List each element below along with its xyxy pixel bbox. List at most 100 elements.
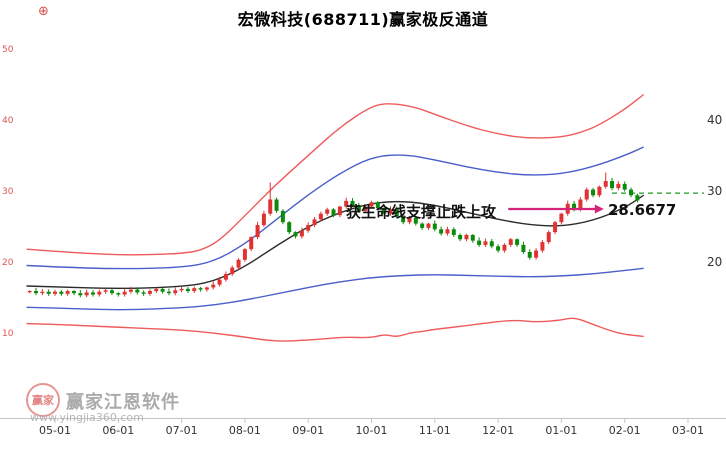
candle: [470, 234, 475, 241]
candle: [268, 199, 273, 214]
candle: [59, 291, 64, 294]
candle: [439, 229, 444, 234]
candle: [337, 206, 342, 216]
x-tick-label: 12-01: [482, 424, 514, 437]
support-annotation: 获生命线支撑止跌上攻: [346, 203, 497, 221]
candle: [230, 267, 235, 274]
candle: [192, 288, 197, 292]
watermark-logo-icon: 赢家: [26, 383, 60, 417]
candle: [597, 186, 602, 196]
candle: [629, 189, 634, 196]
candle: [71, 291, 76, 294]
candle: [553, 222, 558, 233]
candle: [255, 225, 260, 238]
candle: [204, 287, 209, 290]
lower-inner-blue-line: [26, 267, 644, 311]
candle: [223, 273, 228, 280]
candle: [154, 288, 159, 292]
candle: [344, 200, 349, 207]
y-tick-label-right: 40: [707, 113, 722, 127]
candle: [445, 229, 450, 234]
candle: [483, 241, 488, 245]
y-tick-label-left: 10: [2, 329, 14, 339]
x-tick-label: 05-01: [39, 424, 71, 437]
x-tick-label: 08-01: [229, 424, 261, 437]
candle: [420, 223, 425, 228]
candle: [211, 284, 216, 288]
candle: [122, 291, 127, 295]
candle: [78, 293, 83, 296]
x-tick-label: 06-01: [102, 424, 134, 437]
candle: [616, 183, 621, 189]
candle: [515, 239, 520, 245]
watermark-brand: 赢家江恩软件: [66, 392, 180, 413]
candle: [451, 229, 456, 235]
candle: [179, 288, 184, 291]
candle: [413, 217, 418, 224]
candle: [293, 232, 298, 237]
lower-outer-red-line: [26, 317, 644, 342]
candle: [496, 246, 501, 251]
y-tick-label-right: 20: [707, 255, 722, 269]
candle: [312, 219, 317, 226]
y-tick-label-left: 20: [2, 258, 14, 268]
candle: [502, 244, 507, 251]
candle: [27, 291, 32, 293]
y-tick-label-left: 30: [2, 187, 14, 197]
candle: [185, 288, 190, 292]
candle: [369, 202, 374, 207]
candle: [331, 209, 336, 216]
candle: [578, 199, 583, 210]
x-tick-label: 11-01: [419, 424, 451, 437]
chart-title: 宏微科技(688711)赢家极反通道: [237, 10, 489, 29]
annotation-arrow: [508, 204, 604, 214]
candle: [147, 291, 152, 294]
candle: [40, 291, 45, 294]
candle: [274, 199, 279, 211]
candle: [375, 202, 380, 209]
candle: [236, 259, 241, 268]
candle: [166, 291, 171, 294]
candle: [584, 189, 589, 200]
candle: [135, 289, 140, 293]
candle: [325, 209, 330, 214]
candle: [109, 290, 114, 294]
candle: [388, 209, 393, 214]
candle: [363, 206, 368, 211]
x-tick-label: 03-01: [672, 424, 704, 437]
candle: [217, 279, 222, 285]
candle: [299, 230, 304, 237]
candle: [489, 241, 494, 247]
candle: [394, 209, 399, 217]
candle: [46, 291, 51, 294]
candle: [350, 200, 355, 206]
candle: [53, 291, 57, 294]
candle: [141, 292, 146, 294]
candle: [173, 290, 178, 294]
y-axis: 40 30 20 50 40 30 20 10: [2, 45, 722, 339]
candle: [407, 217, 412, 223]
corner-marker-icon: ⊕: [38, 4, 49, 19]
candle: [546, 232, 551, 243]
candle: [540, 242, 545, 251]
candle: [249, 237, 254, 250]
y-tick-label-left: 40: [2, 116, 14, 126]
candle: [635, 195, 640, 201]
candle: [572, 203, 577, 210]
x-axis: 05-01 06-01 07-01 08-01 09-01 10-01 11-01 12-01…: [0, 418, 726, 437]
candle: [65, 291, 70, 294]
current-price-label: 28.6677: [608, 201, 677, 219]
y-tick-label-left: 50: [2, 45, 14, 55]
candle: [432, 223, 437, 230]
candle: [426, 223, 431, 228]
candle: [242, 249, 247, 260]
x-tick-label: 01-01: [545, 424, 577, 437]
candle: [401, 216, 406, 223]
candle: [116, 293, 121, 295]
x-tick-label: 02-01: [609, 424, 641, 437]
candle: [103, 290, 108, 292]
candle: [458, 234, 463, 240]
candle: [559, 213, 564, 223]
